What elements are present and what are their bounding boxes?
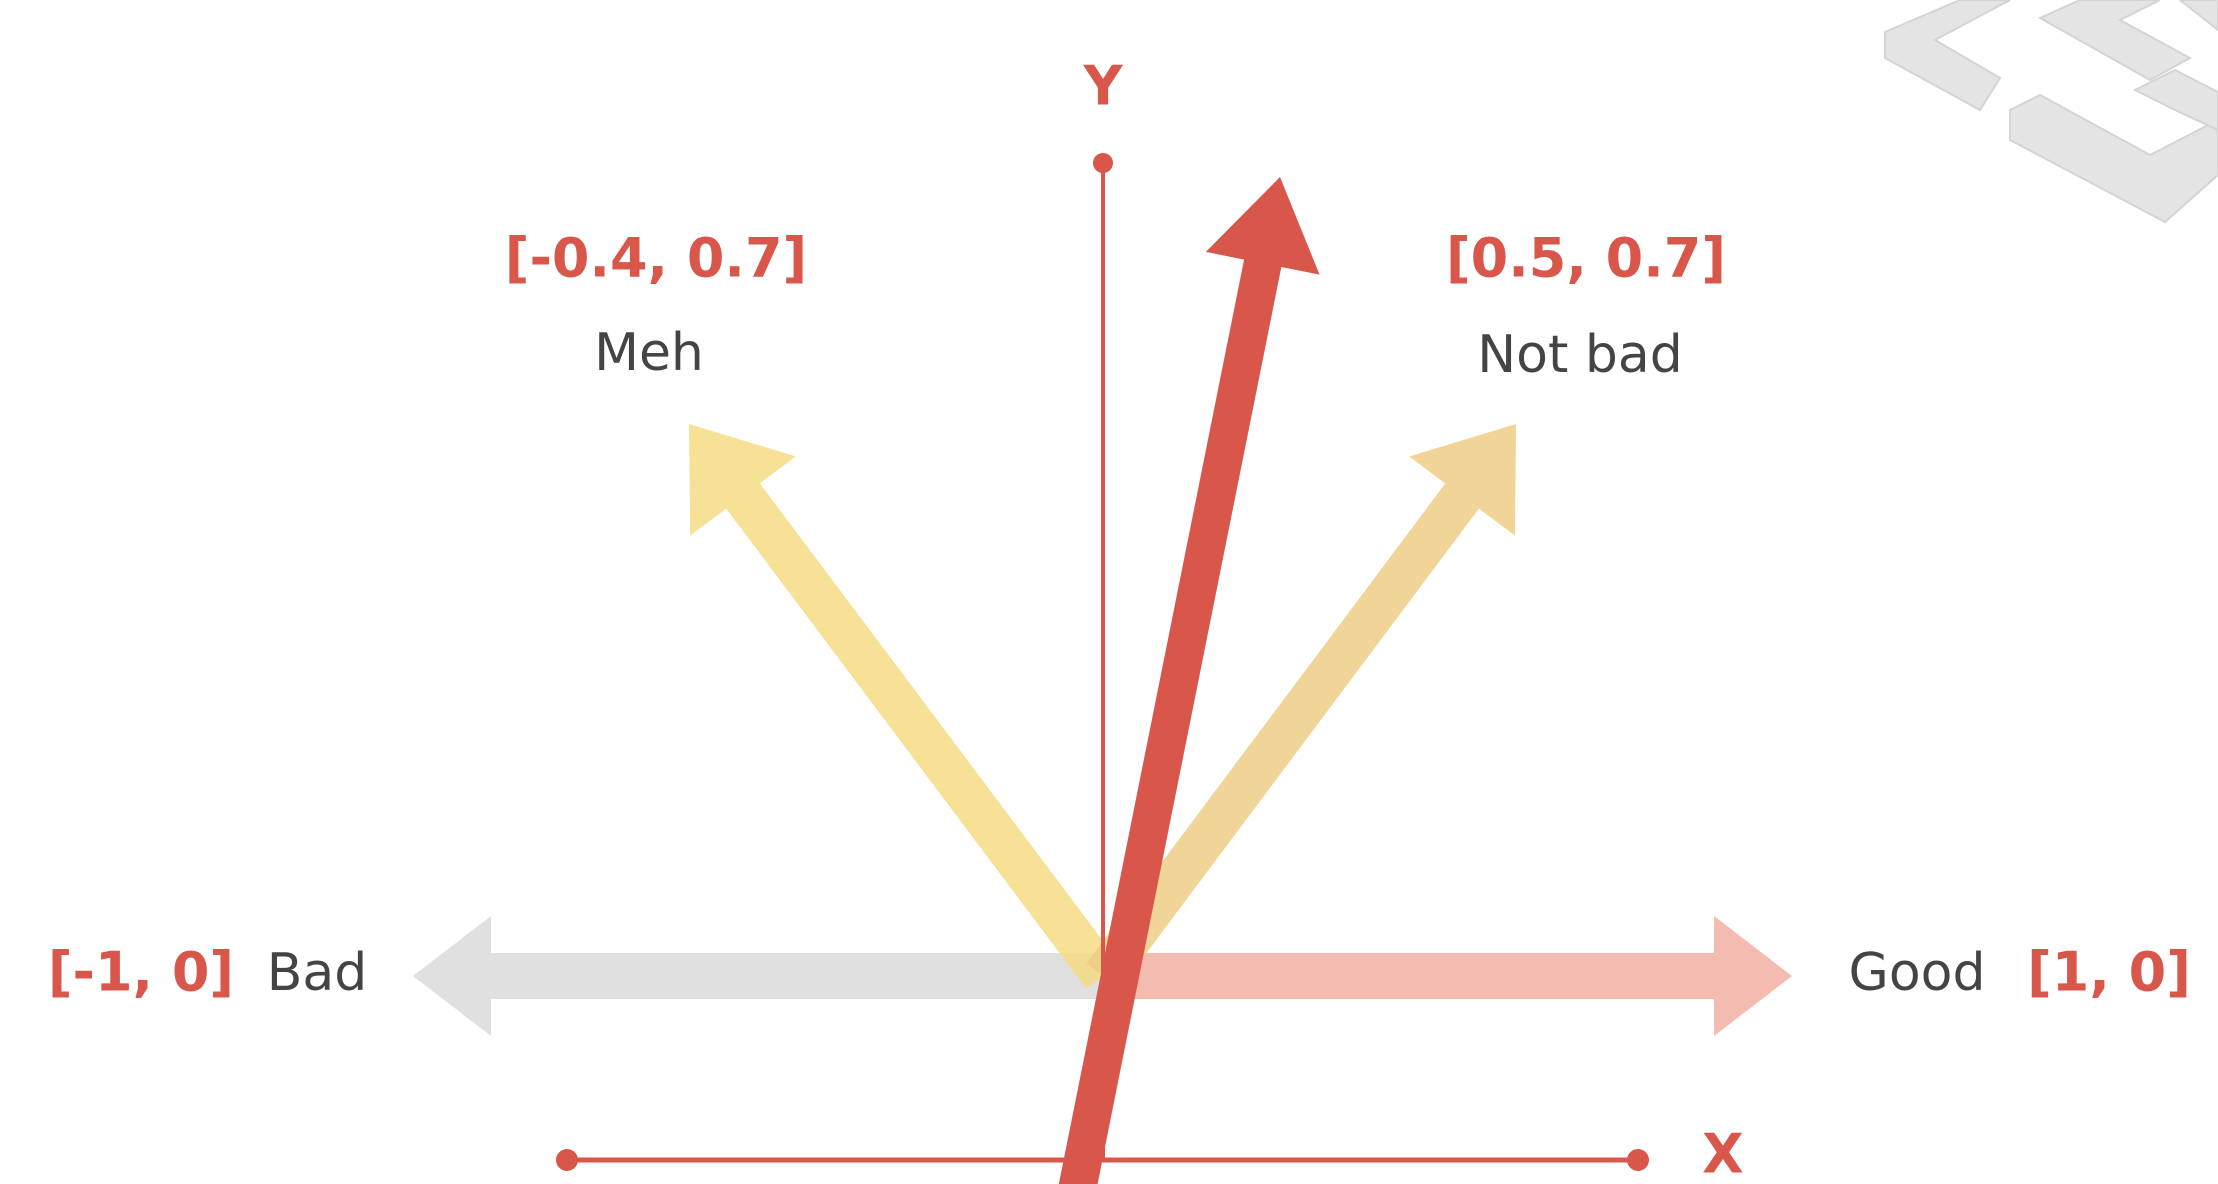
arrow [689,424,1120,989]
maze-decoration [1884,0,2218,224]
arrow [1103,916,1792,1036]
arrow-shaft [1058,257,1282,1184]
vector-label: Good [1849,943,1986,1003]
result-arrow [1058,177,1320,1184]
arrow-head [1205,177,1320,275]
arrow [1058,177,1320,1184]
maze-block [2178,0,2218,32]
arrow [1086,424,1516,989]
vector-coords: [-0.4, 0.7] [505,227,807,290]
arrow-shaft [1086,481,1481,989]
vector-label: Meh [594,323,704,383]
vector-coords: [1, 0] [2027,941,2191,1004]
y-axis-label: Y [1082,55,1123,118]
maze-block [2009,93,2218,224]
arrow-head [1714,916,1792,1036]
arrow-shaft [724,481,1120,989]
arrow [413,916,1103,1036]
vector-coords: [0.5, 0.7] [1446,227,1726,290]
arrow-head [1409,424,1516,536]
arrow-head [413,916,491,1036]
x-axis-end [556,1149,578,1171]
maze-block [2037,0,2193,82]
vector-coords: [-1, 0] [48,941,234,1004]
y-axis-end [1093,153,1113,173]
x-axis-label: X [1702,1123,1744,1184]
x-axis-end [1627,1149,1649,1171]
vector-label: Not bad [1477,325,1683,385]
vector-label: Bad [267,943,368,1003]
maze-block [1884,0,2011,112]
arrows [413,424,1792,1036]
arrow-head [689,424,796,536]
maze-block [2132,68,2218,132]
